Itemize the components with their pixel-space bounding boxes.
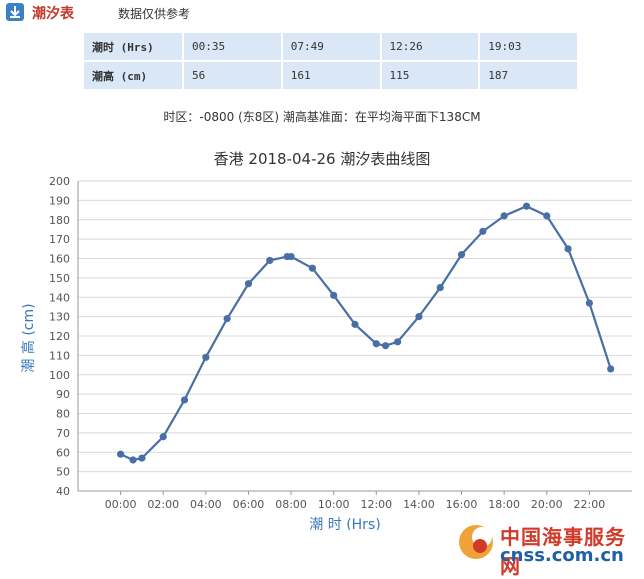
tide-time-cell: 19:03: [478, 31, 579, 62]
y-tick-label: 80: [56, 408, 70, 421]
data-point: [117, 450, 125, 458]
y-tick-label: 180: [49, 214, 70, 227]
tide-table: 潮时 (Hrs) 00:35 07:49 12:26 19:03 潮高 (cm)…: [82, 31, 579, 91]
data-point: [607, 365, 615, 373]
y-tick-label: 50: [56, 466, 70, 479]
data-point: [266, 256, 274, 265]
y-tick-label: 170: [49, 233, 70, 246]
data-point: [138, 454, 146, 462]
data-point: [330, 291, 338, 299]
data-point: [129, 456, 137, 464]
y-tick-label: 150: [49, 272, 70, 285]
y-tick-label: 60: [56, 446, 70, 459]
tide-time-cell: 00:35: [182, 31, 283, 62]
x-tick-label: 08:00: [275, 498, 307, 511]
data-point: [436, 283, 444, 292]
y-tick-label: 130: [49, 311, 70, 324]
tide-height-cell: 56: [182, 60, 283, 91]
x-tick-label: 20:00: [531, 498, 563, 511]
data-point: [394, 338, 402, 346]
data-point: [287, 252, 295, 261]
tide-time-label: 潮时 (Hrs): [82, 31, 184, 62]
x-tick-label: 18:00: [488, 498, 520, 511]
tide-height-cell: 161: [280, 60, 382, 91]
site-watermark: 中国海事服务网 cnss.com.cn: [456, 518, 642, 578]
tide-table-title: 潮汐表: [32, 6, 74, 22]
data-point: [372, 340, 380, 348]
tide-time-cell: 07:49: [280, 31, 382, 62]
x-tick-label: 14:00: [403, 498, 435, 511]
y-tick-label: 40: [56, 485, 70, 498]
y-tick-label: 190: [49, 194, 70, 207]
timezone-note: 时区：-0800 (东8区) 潮高基准面：在平均海平面下138CM: [163, 110, 481, 124]
tide-height-label: 潮高 (cm): [82, 60, 184, 91]
header: 潮汐表 数据仅供参考: [0, 0, 644, 26]
tide-height-cell: 187: [478, 60, 579, 91]
x-tick-label: 16:00: [446, 498, 478, 511]
tide-height-row: 潮高 (cm) 56 161 115 187: [82, 60, 579, 91]
x-tick-label: 10:00: [318, 498, 350, 511]
data-point: [585, 299, 593, 307]
data-point: [543, 212, 551, 220]
data-point: [500, 212, 508, 220]
data-point: [457, 251, 466, 259]
data-point: [308, 264, 316, 272]
y-tick-label: 140: [49, 291, 70, 304]
x-tick-label: 00:00: [105, 498, 137, 511]
data-point: [351, 320, 359, 328]
x-tick-label: 12:00: [360, 498, 392, 511]
data-point: [522, 202, 531, 210]
y-tick-label: 90: [56, 388, 70, 401]
x-tick-label: 02:00: [147, 498, 179, 511]
download-icon: [6, 3, 24, 21]
y-tick-label: 160: [49, 253, 70, 266]
tide-chart: 香港 2018-04-26 潮汐表曲线图 40 50 60 70 80 90 100 110 12…: [20, 150, 632, 530]
x-axis-title: 潮 时 (Hrs): [309, 517, 380, 530]
y-tick-label: 70: [56, 427, 70, 440]
x-tick-label: 22:00: [574, 498, 606, 511]
y-tick-label: 110: [49, 349, 70, 362]
watermark-url: cnss.com.cn: [500, 545, 624, 566]
y-tick-label: 200: [49, 175, 70, 188]
data-point: [180, 396, 189, 404]
data-point: [479, 227, 487, 235]
series-line: [120, 204, 612, 462]
site-logo-icon: [459, 525, 493, 559]
data-point: [202, 353, 210, 361]
data-point: [244, 280, 253, 288]
data-point: [223, 314, 231, 323]
x-tick-label: 04:00: [190, 498, 222, 511]
data-point: [415, 313, 423, 321]
disclaimer-note: 数据仅供参考: [118, 7, 191, 21]
y-tick-label: 120: [49, 330, 70, 343]
x-tick-label: 06:00: [233, 498, 265, 511]
tide-time-cell: 12:26: [379, 31, 481, 62]
y-axis-title: 潮 高 (cm): [20, 303, 37, 372]
data-point: [381, 342, 390, 350]
data-point: [159, 433, 167, 441]
watermark-name: 中国海事服务网: [500, 525, 626, 578]
tide-time-row: 潮时 (Hrs) 00:35 07:49 12:26 19:03: [82, 31, 579, 62]
data-point: [564, 245, 572, 253]
chart-title: 香港 2018-04-26 潮汐表曲线图: [214, 150, 431, 168]
y-tick-label: 100: [49, 369, 70, 382]
tide-height-cell: 115: [379, 60, 481, 91]
